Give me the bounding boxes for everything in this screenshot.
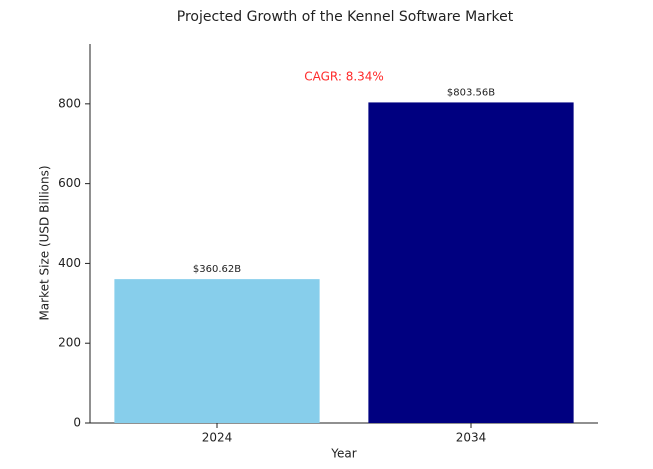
y-tick-label: 200 [58,336,81,350]
x-axis-label: Year [330,447,356,461]
x-tick-label: 2034 [456,431,487,445]
value-label: $360.62B [193,264,241,275]
y-tick-label: 800 [58,96,81,110]
y-tick-label: 600 [58,176,81,190]
value-label: $803.56B [447,87,495,98]
x-tick-label: 2024 [202,431,233,445]
bar [114,279,320,423]
y-tick-label: 0 [73,416,81,430]
chart-title: Projected Growth of the Kennel Software … [177,9,514,25]
y-axis-label: Market Size (USD Billions) [38,165,52,320]
annotation: CAGR: 8.34% [304,70,384,84]
y-tick-label: 400 [58,256,81,270]
bar [368,102,574,424]
